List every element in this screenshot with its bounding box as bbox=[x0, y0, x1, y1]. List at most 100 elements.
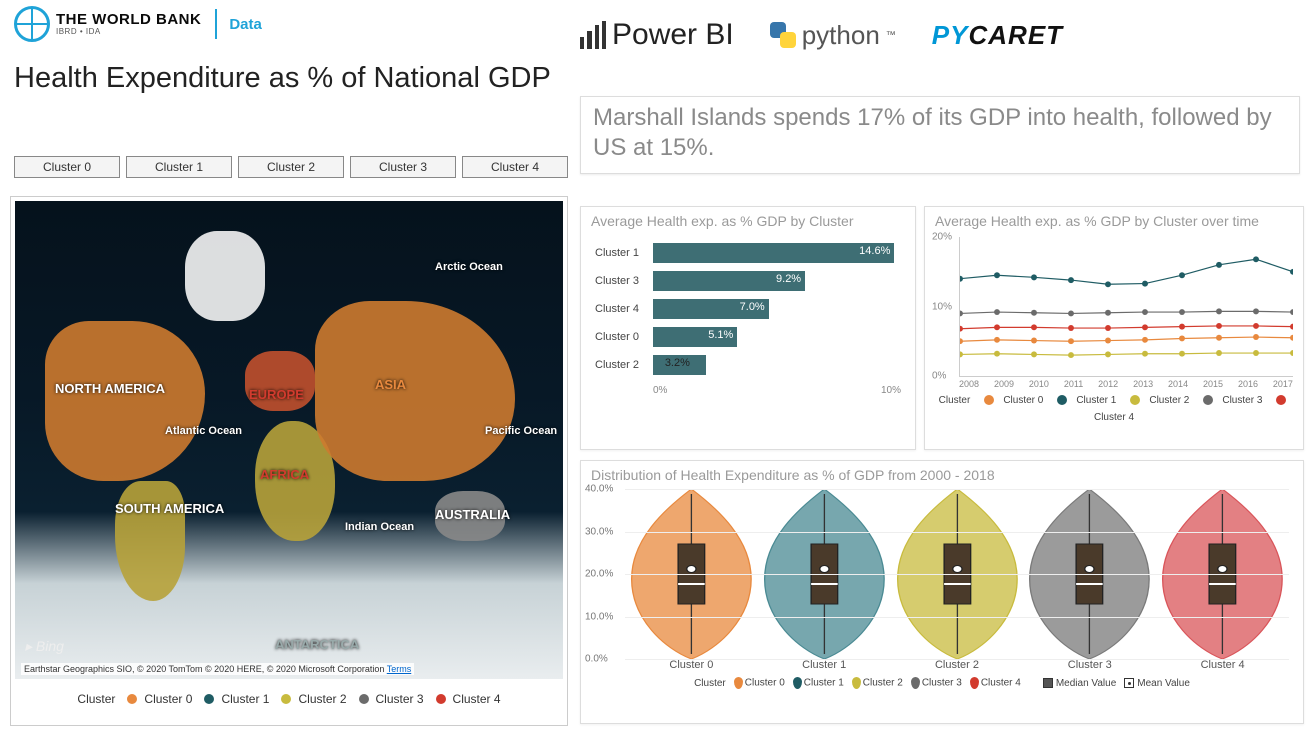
line-chart-card[interactable]: Average Health exp. as % GDP by Cluster … bbox=[924, 206, 1304, 450]
map-europe bbox=[245, 351, 315, 411]
mean-icon bbox=[1124, 678, 1134, 688]
line-xtick: 2008 bbox=[959, 379, 979, 389]
bar-fill: 14.6% bbox=[653, 243, 894, 263]
cluster-button-1[interactable]: Cluster 1 bbox=[126, 156, 232, 178]
legend-dot-3 bbox=[359, 694, 369, 704]
cluster-button-2[interactable]: Cluster 2 bbox=[238, 156, 344, 178]
bar-label: Cluster 0 bbox=[595, 331, 653, 343]
bar-track: 5.1% bbox=[653, 327, 901, 347]
map-attribution: Earthstar Geographics SIO, © 2020 TomTom… bbox=[21, 663, 414, 675]
violin-chart-title: Distribution of Health Expenditure as % … bbox=[581, 461, 1303, 487]
median-icon bbox=[1043, 678, 1053, 688]
line-xtick: 2014 bbox=[1168, 379, 1188, 389]
line-chart-body: 20% 10% 0% bbox=[959, 237, 1293, 377]
map-legend: Cluster Cluster 0 Cluster 1 Cluster 2 Cl… bbox=[15, 679, 563, 719]
map-label-an: ANTARCTICA bbox=[275, 637, 359, 652]
violin-drop-1 bbox=[793, 677, 802, 689]
bar-row: Cluster 05.1% bbox=[595, 325, 901, 349]
python-icon bbox=[770, 22, 796, 48]
powerbi-logo: Power BI bbox=[580, 18, 734, 52]
bar-tick-1: 10% bbox=[881, 385, 901, 396]
python-logo: python™ bbox=[770, 20, 896, 51]
bar-tick-0: 0% bbox=[653, 385, 667, 396]
map-label-arctic: Arctic Ocean bbox=[435, 261, 503, 273]
bar-value: 7.0% bbox=[740, 301, 765, 313]
map-label-na: NORTH AMERICA bbox=[55, 381, 165, 396]
bar-row: Cluster 114.6% bbox=[595, 241, 901, 265]
legend-dot-0 bbox=[127, 694, 137, 704]
line-legend-0: Cluster 0 bbox=[1003, 395, 1043, 406]
violin-legend-title: Cluster bbox=[694, 678, 726, 689]
bar-chart-card[interactable]: Average Health exp. as % GDP by Cluster … bbox=[580, 206, 916, 450]
map-terms-link[interactable]: Terms bbox=[387, 664, 412, 674]
bar-value: 3.2% bbox=[665, 357, 690, 369]
line-xtick: 2017 bbox=[1273, 379, 1293, 389]
line-legend-2: Cluster 2 bbox=[1149, 395, 1189, 406]
map-south-america bbox=[115, 481, 185, 601]
line-xtick: 2016 bbox=[1238, 379, 1258, 389]
insight-text: Marshall Islands spends 17% of its GDP i… bbox=[593, 104, 1272, 161]
violin-chart-body: 0.0%10.0%20.0%30.0%40.0% bbox=[625, 489, 1289, 659]
violin-leg-4: Cluster 4 bbox=[981, 678, 1021, 689]
worldbank-logo-icon bbox=[14, 6, 50, 42]
violin-chart-card[interactable]: Distribution of Health Expenditure as % … bbox=[580, 460, 1304, 724]
line-legend-dot-2 bbox=[1130, 395, 1140, 405]
bar-label: Cluster 1 bbox=[595, 247, 653, 259]
cluster-button-0[interactable]: Cluster 0 bbox=[14, 156, 120, 178]
legend-dot-1 bbox=[204, 694, 214, 704]
line-xtick: 2011 bbox=[1064, 379, 1083, 389]
legend-label-2: Cluster 2 bbox=[298, 692, 346, 706]
powerbi-icon bbox=[580, 21, 606, 49]
violin-leg-2: Cluster 2 bbox=[863, 678, 903, 689]
worldbank-name-block: THE WORLD BANK IBRD • IDA bbox=[56, 13, 201, 36]
cluster-button-3[interactable]: Cluster 3 bbox=[350, 156, 456, 178]
violin-drop-4 bbox=[970, 677, 979, 689]
cluster-button-4[interactable]: Cluster 4 bbox=[462, 156, 568, 178]
pycaret-a: PY bbox=[932, 20, 969, 50]
data-label[interactable]: Data bbox=[229, 16, 262, 33]
violin-leg-0: Cluster 0 bbox=[745, 678, 785, 689]
bar-chart-body: Cluster 114.6%Cluster 39.2%Cluster 47.0%… bbox=[581, 233, 915, 377]
legend-dot-4 bbox=[436, 694, 446, 704]
line-legend-dot-3 bbox=[1203, 395, 1213, 405]
powerbi-text: Power BI bbox=[612, 18, 734, 52]
worldbank-name: THE WORLD BANK bbox=[56, 13, 201, 27]
map-label-af: AFRICA bbox=[260, 467, 309, 482]
python-text: python bbox=[802, 20, 880, 51]
bing-logo: ▸ Bing bbox=[25, 638, 64, 655]
line-legend-3: Cluster 3 bbox=[1222, 395, 1262, 406]
violin-xlabel: Cluster 4 bbox=[1156, 659, 1289, 671]
bar-track: 7.0% bbox=[653, 299, 901, 319]
map-asia bbox=[315, 301, 515, 481]
line-chart-xaxis: 2008200920102011201220132014201520162017 bbox=[925, 377, 1303, 389]
line-yt-20: 20% bbox=[932, 232, 952, 243]
line-legend-1: Cluster 1 bbox=[1076, 395, 1116, 406]
map-legend-title: Cluster bbox=[77, 692, 115, 706]
logo-row: Power BI python™ PYCARET bbox=[580, 18, 1063, 52]
bar-fill: 3.2% bbox=[653, 355, 706, 375]
bar-fill: 7.0% bbox=[653, 299, 769, 319]
line-legend-4: Cluster 4 bbox=[1094, 412, 1134, 423]
legend-label-4: Cluster 4 bbox=[453, 692, 501, 706]
map-label-eu: EUROPE bbox=[249, 387, 304, 402]
bar-label: Cluster 2 bbox=[595, 359, 653, 371]
worldbank-header: THE WORLD BANK IBRD • IDA Data bbox=[14, 6, 262, 42]
world-map[interactable]: NORTH AMERICA SOUTH AMERICA EUROPE AFRIC… bbox=[15, 201, 563, 679]
line-legend-title: Cluster bbox=[939, 395, 971, 406]
map-label-sa: SOUTH AMERICA bbox=[115, 501, 224, 516]
insight-card: Marshall Islands spends 17% of its GDP i… bbox=[580, 96, 1300, 174]
violin-ytick: 20.0% bbox=[585, 569, 613, 580]
bar-track: 3.2% bbox=[653, 355, 901, 375]
line-legend-dot-4 bbox=[1276, 395, 1286, 405]
line-chart-dots bbox=[960, 237, 1293, 376]
map-label-as: ASIA bbox=[375, 377, 406, 392]
bar-chart-axis: 0% 10% bbox=[581, 381, 915, 396]
pycaret-b: CARET bbox=[968, 20, 1063, 50]
line-legend-dot-0 bbox=[984, 395, 994, 405]
line-xtick: 2010 bbox=[1029, 379, 1049, 389]
pycaret-logo: PYCARET bbox=[932, 20, 1063, 51]
violin-xlabel: Cluster 1 bbox=[758, 659, 891, 671]
violin-drop-3 bbox=[911, 677, 920, 689]
map-greenland bbox=[185, 231, 265, 321]
bar-row: Cluster 39.2% bbox=[595, 269, 901, 293]
